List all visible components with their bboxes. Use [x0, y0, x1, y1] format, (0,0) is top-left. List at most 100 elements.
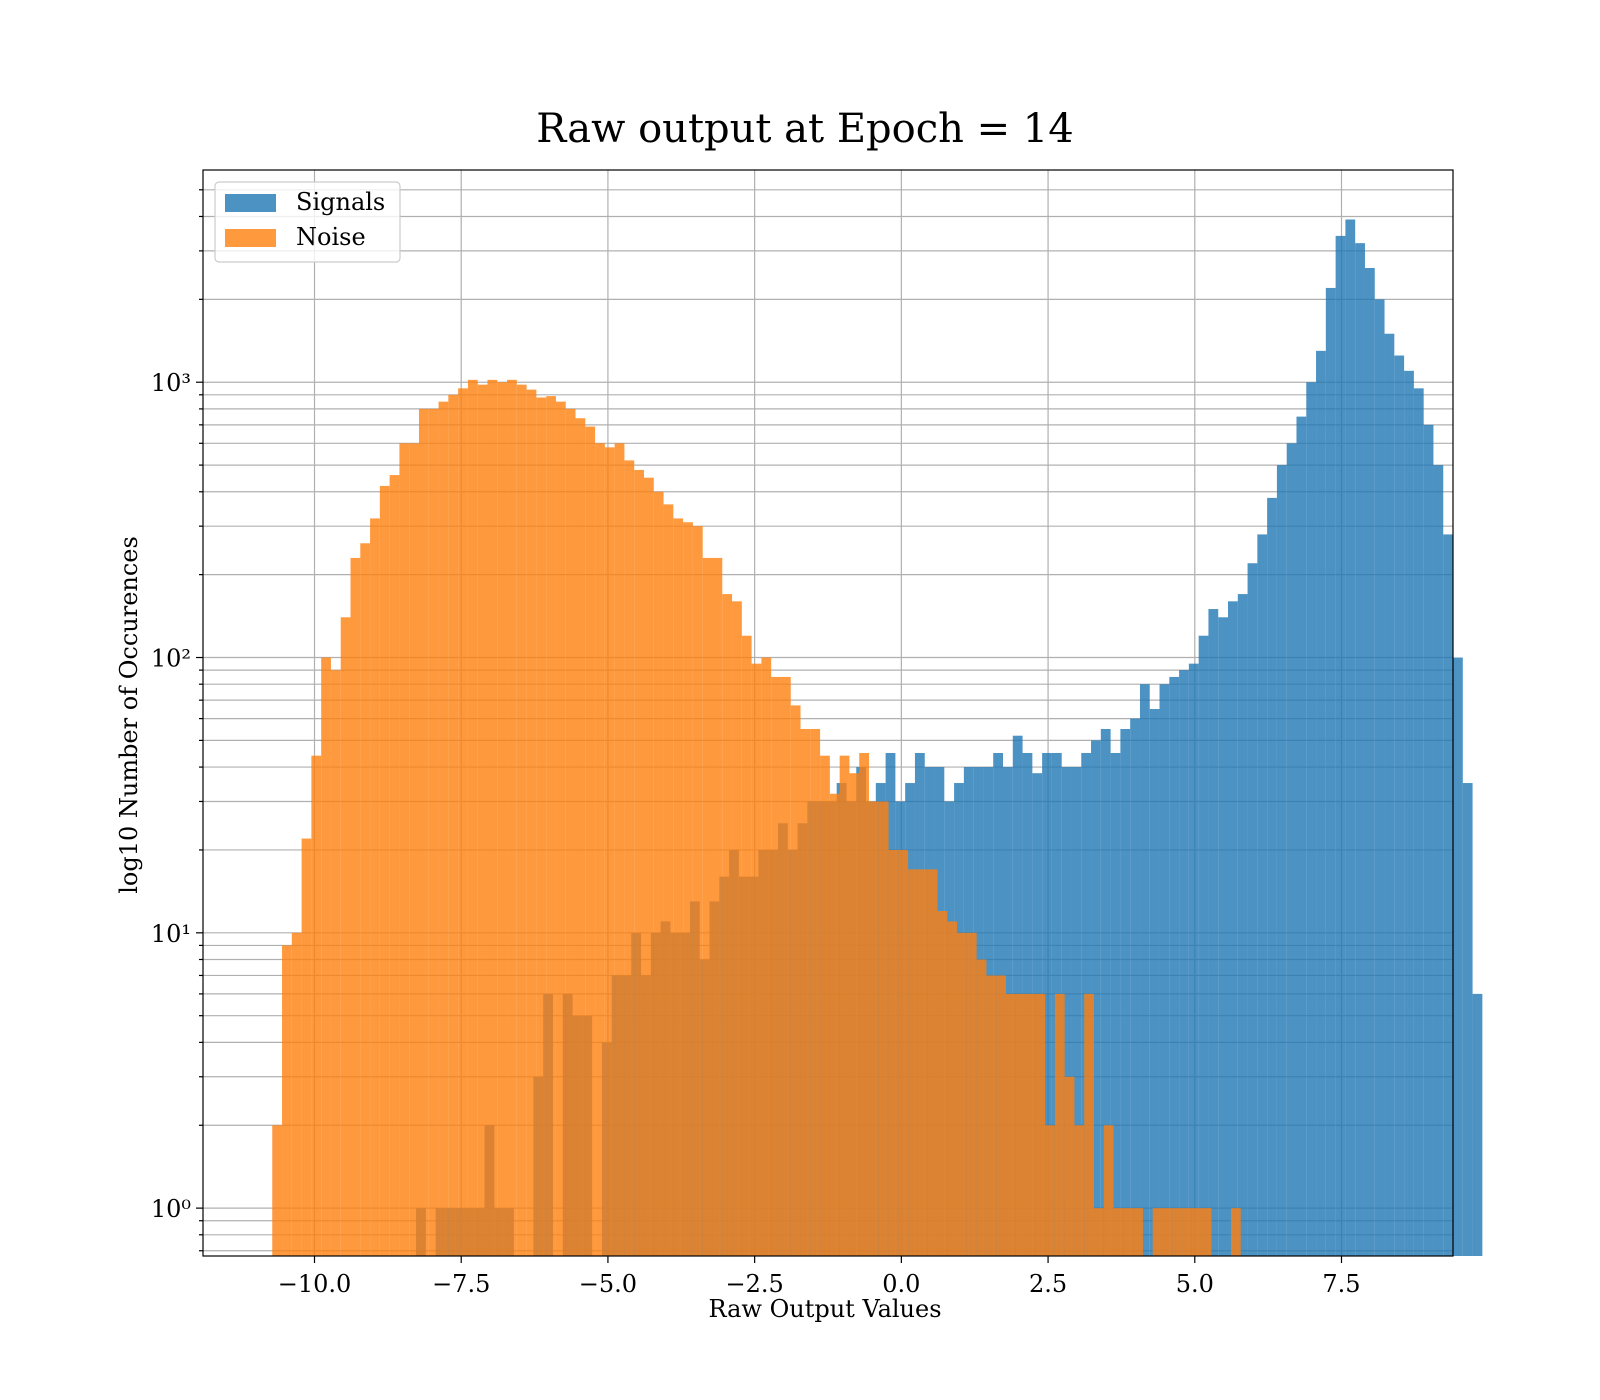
histogram-bar [1159, 684, 1170, 1256]
histogram-bar [1133, 1208, 1143, 1256]
histogram-bar [771, 676, 781, 1256]
histogram-bar [849, 773, 860, 1256]
histogram-bar [1071, 767, 1082, 1256]
histogram-bar [311, 755, 322, 1256]
x-tick-label: −5.0 [579, 1270, 637, 1298]
histogram-bar [1103, 1125, 1114, 1256]
histogram-bar [399, 443, 410, 1256]
x-tick-label: 7.5 [1322, 1270, 1360, 1298]
histogram-bar [477, 384, 488, 1256]
legend-label-signals: Signals [296, 188, 385, 216]
histogram-bar [1453, 657, 1463, 1256]
histogram-bar [272, 1125, 283, 1256]
histogram-bar [761, 657, 772, 1256]
x-tick-label: −10.0 [278, 1270, 352, 1298]
y-tick-label: 10⁰ [151, 1195, 191, 1223]
histogram-bar [458, 388, 468, 1256]
series-noise [272, 379, 1241, 1257]
legend-swatch-signals [225, 194, 276, 212]
histogram-bar [1335, 235, 1346, 1256]
histogram-bar [291, 932, 302, 1256]
histogram-bar [780, 676, 791, 1256]
histogram-bar [1015, 993, 1026, 1256]
histogram-bar [1042, 752, 1052, 1256]
histogram-bar [487, 379, 498, 1256]
histogram-bar [839, 755, 850, 1256]
histogram-bar [996, 975, 1006, 1256]
histogram-bar [1054, 993, 1065, 1256]
histogram-bar [702, 557, 713, 1256]
histogram-bar [1191, 1208, 1202, 1256]
histogram-bar [1374, 299, 1385, 1256]
histogram-bar [1443, 534, 1454, 1256]
histogram-bar [1100, 728, 1111, 1256]
histogram-bar [614, 443, 625, 1256]
histogram-bar [712, 557, 723, 1256]
histogram-bar [741, 635, 752, 1256]
histogram-bar [585, 426, 596, 1257]
histogram-bar [692, 526, 703, 1256]
y-axis-label: log10 Number of Occurences [115, 536, 143, 894]
histogram-bar [350, 557, 361, 1256]
histogram-bar [1198, 635, 1209, 1256]
histogram-bar [546, 396, 556, 1257]
y-tick-label: 10² [151, 645, 191, 673]
histogram-bar [301, 838, 312, 1256]
histogram-bar [1345, 219, 1356, 1256]
histogram-bar [829, 793, 840, 1256]
histogram-bar [1130, 718, 1140, 1256]
histogram-bar [917, 869, 928, 1256]
histogram-bar [330, 670, 341, 1256]
histogram-bar [1091, 740, 1101, 1256]
histogram-bar [526, 389, 537, 1257]
axis-ticks: −10.0 −7.5 −5.0 −2.5 0.0 2.5 5.0 7.5 10⁰ 10¹ 10² 10… [151, 189, 1361, 1298]
histogram-bar [1123, 1208, 1134, 1256]
histogram-bar [957, 932, 967, 1256]
y-tick-label: 10¹ [151, 920, 191, 948]
histogram-bar [1462, 783, 1473, 1256]
histogram-bar [1064, 1076, 1075, 1256]
histogram-bar [1094, 1208, 1104, 1256]
histogram-bar [643, 477, 654, 1256]
histogram-bar [634, 469, 644, 1256]
histogram-bar [1074, 1125, 1085, 1256]
y-tick-label: 10³ [151, 369, 191, 397]
histogram-bar [859, 752, 870, 1256]
histogram-bar [976, 959, 987, 1256]
histogram-bar [1045, 1125, 1055, 1256]
histogram-bar [732, 601, 742, 1256]
histogram-bar [1247, 563, 1258, 1256]
histogram-bar [937, 911, 948, 1256]
histogram-bar [1179, 670, 1189, 1256]
x-tick-label: 0.0 [882, 1270, 920, 1298]
histogram-bar [1230, 1208, 1241, 1256]
x-tick-label: 5.0 [1176, 1270, 1214, 1298]
histogram-bar [966, 932, 977, 1256]
histogram-bar [1237, 594, 1248, 1256]
histogram-bar [1267, 497, 1277, 1256]
histogram-bar [604, 447, 615, 1256]
histogram-bar [898, 849, 909, 1256]
histogram-bar [1472, 993, 1483, 1256]
histogram-bar [536, 397, 547, 1256]
histogram-bar [1306, 382, 1317, 1256]
histogram-bar [418, 408, 429, 1256]
histogram-bar [1355, 243, 1365, 1257]
legend: Signals Noise [214, 181, 401, 263]
histogram-bar [1113, 1208, 1124, 1256]
histogram-bar [751, 663, 762, 1256]
histogram-bar [389, 475, 400, 1257]
histogram-bar [888, 849, 899, 1256]
histogram-bar [1296, 416, 1307, 1257]
histogram-bar [1201, 1208, 1212, 1256]
histogram-bar [1162, 1208, 1173, 1256]
histogram-bar [428, 408, 439, 1256]
histogram-bar [1228, 601, 1238, 1256]
legend-label-noise: Noise [296, 223, 366, 251]
histogram-bar [507, 379, 517, 1256]
x-axis-label: Raw Output Values [708, 1295, 941, 1323]
histogram-bar [800, 728, 811, 1256]
histogram-bar [1413, 388, 1424, 1256]
histogram-bar [869, 801, 879, 1256]
